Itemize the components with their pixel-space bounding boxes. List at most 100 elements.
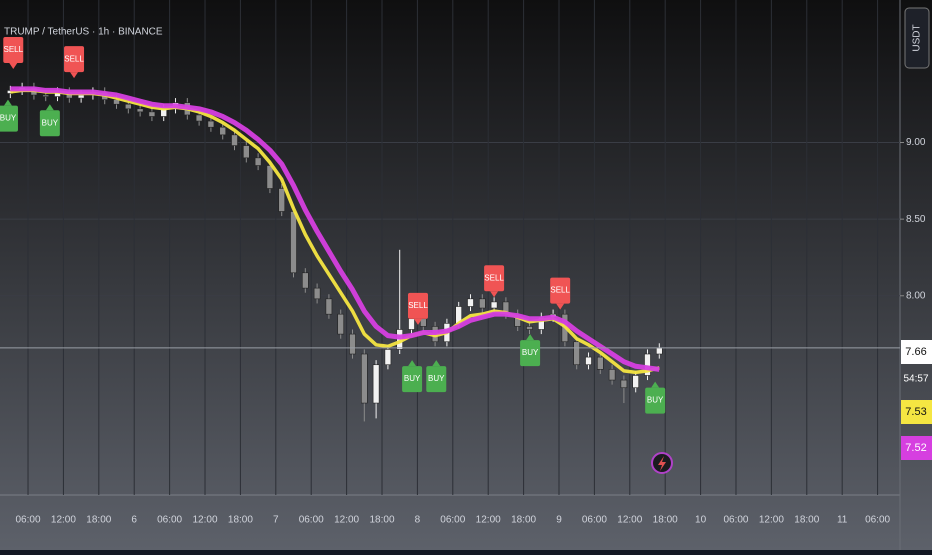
signal-box [426, 366, 447, 393]
candle-body [77, 94, 85, 99]
candle-body [608, 369, 616, 381]
y-tick-label: 9.00 [906, 137, 926, 148]
x-tick-label: 12:00 [759, 515, 784, 526]
signal-pointer [432, 360, 441, 367]
candle-body [573, 341, 580, 366]
signal-box [39, 110, 60, 137]
candle-body [290, 211, 297, 274]
candle-body [479, 298, 486, 309]
signal-box [402, 366, 423, 393]
moving-average-line [10, 86, 660, 372]
signal-box [3, 36, 24, 63]
candle-body [254, 157, 262, 166]
y-tick-label: 8.00 [906, 290, 926, 301]
x-tick-label: 10 [695, 515, 707, 526]
x-tick-label: 18:00 [86, 515, 111, 526]
signal-box [520, 340, 541, 367]
x-tick-label: 06:00 [16, 515, 41, 526]
candle-body [632, 375, 639, 389]
x-tick-label: 18:00 [228, 515, 253, 526]
ma-slow-label: 7.52 [905, 442, 926, 454]
x-tick-label: 12:00 [192, 515, 217, 526]
x-tick-label: 18:00 [794, 515, 819, 526]
candle-body [125, 103, 132, 110]
signal-label: SELL [550, 286, 570, 295]
candle-body [384, 349, 392, 366]
signal-pointer [70, 72, 79, 79]
ma-slow-label-box [901, 436, 932, 460]
candle-body [337, 313, 345, 335]
signal-label: BUY [42, 118, 59, 127]
candle-body [655, 347, 663, 355]
candle-body [325, 298, 333, 315]
candle-body [148, 111, 156, 117]
candle-body [644, 353, 651, 376]
signal-pointer [413, 318, 422, 325]
signal-box [64, 46, 85, 73]
x-tick-label: 18:00 [369, 515, 394, 526]
signal-label: BUY [522, 348, 539, 357]
x-tick-label: 18:00 [653, 515, 678, 526]
x-tick-label: 12:00 [617, 515, 642, 526]
candle-body [526, 326, 533, 330]
signal-pointer [45, 104, 54, 111]
x-tick-label: 18:00 [511, 515, 536, 526]
currency-button[interactable] [904, 7, 930, 69]
candle-body [372, 364, 380, 404]
x-tick-label: 9 [556, 515, 562, 526]
candle-body [490, 301, 498, 309]
x-tick-label: 06:00 [723, 515, 748, 526]
x-tick-label: 11 [837, 515, 848, 526]
candle-body [313, 287, 321, 300]
candle-body [278, 188, 286, 212]
candle-body [136, 108, 144, 113]
signal-pointer [3, 99, 12, 106]
candle-body [42, 94, 50, 97]
signal-box [484, 265, 505, 292]
x-tick-label: 12:00 [476, 515, 501, 526]
last-price-label: 7.66 [905, 346, 926, 358]
x-tick-label: 06:00 [582, 515, 607, 526]
ma-fast-label: 7.53 [905, 406, 926, 418]
signal-pointer [408, 360, 417, 367]
candle-body [195, 114, 203, 122]
signal-box [0, 105, 18, 132]
signal-label: SELL [408, 301, 428, 310]
candle-body [467, 298, 474, 307]
candle-body [620, 379, 628, 389]
signal-label: BUY [0, 114, 17, 123]
alert-bolt [658, 456, 666, 471]
signal-label: BUY [428, 374, 445, 383]
candle-body [585, 356, 592, 366]
x-tick-label: 7 [273, 515, 279, 526]
signal-box [645, 387, 666, 414]
x-tick-label: 12:00 [334, 515, 359, 526]
signal-box [407, 292, 428, 319]
signal-label: SELL [64, 54, 84, 63]
x-tick-label: 12:00 [51, 515, 76, 526]
last-price-label-box [901, 340, 932, 364]
candle-body [302, 272, 309, 289]
y-tick-label: 8.50 [906, 214, 926, 225]
x-tick-label: 06:00 [865, 515, 890, 526]
signal-pointer [9, 62, 18, 69]
x-tick-label: 06:00 [157, 515, 182, 526]
signal-label: BUY [404, 374, 421, 383]
signal-pointer [651, 381, 660, 388]
signal-label: SELL [3, 45, 23, 54]
signal-label: SELL [484, 273, 504, 282]
candle-body [596, 356, 604, 370]
x-tick-label: 8 [415, 515, 421, 526]
x-tick-label: 06:00 [440, 515, 465, 526]
candle-body [266, 165, 274, 189]
signal-pointer [526, 334, 535, 341]
x-tick-label: 06:00 [299, 515, 324, 526]
candle-body [243, 145, 250, 159]
candle-body [361, 353, 368, 404]
x-tick-label: 6 [131, 515, 137, 526]
signal-pointer [556, 303, 565, 310]
plot-area: 8.00 8.50 9.00 06:00 12:00 18:00 6 06:00 12:00 18… [0, 0, 926, 526]
ma-fast-label-box [901, 400, 932, 424]
